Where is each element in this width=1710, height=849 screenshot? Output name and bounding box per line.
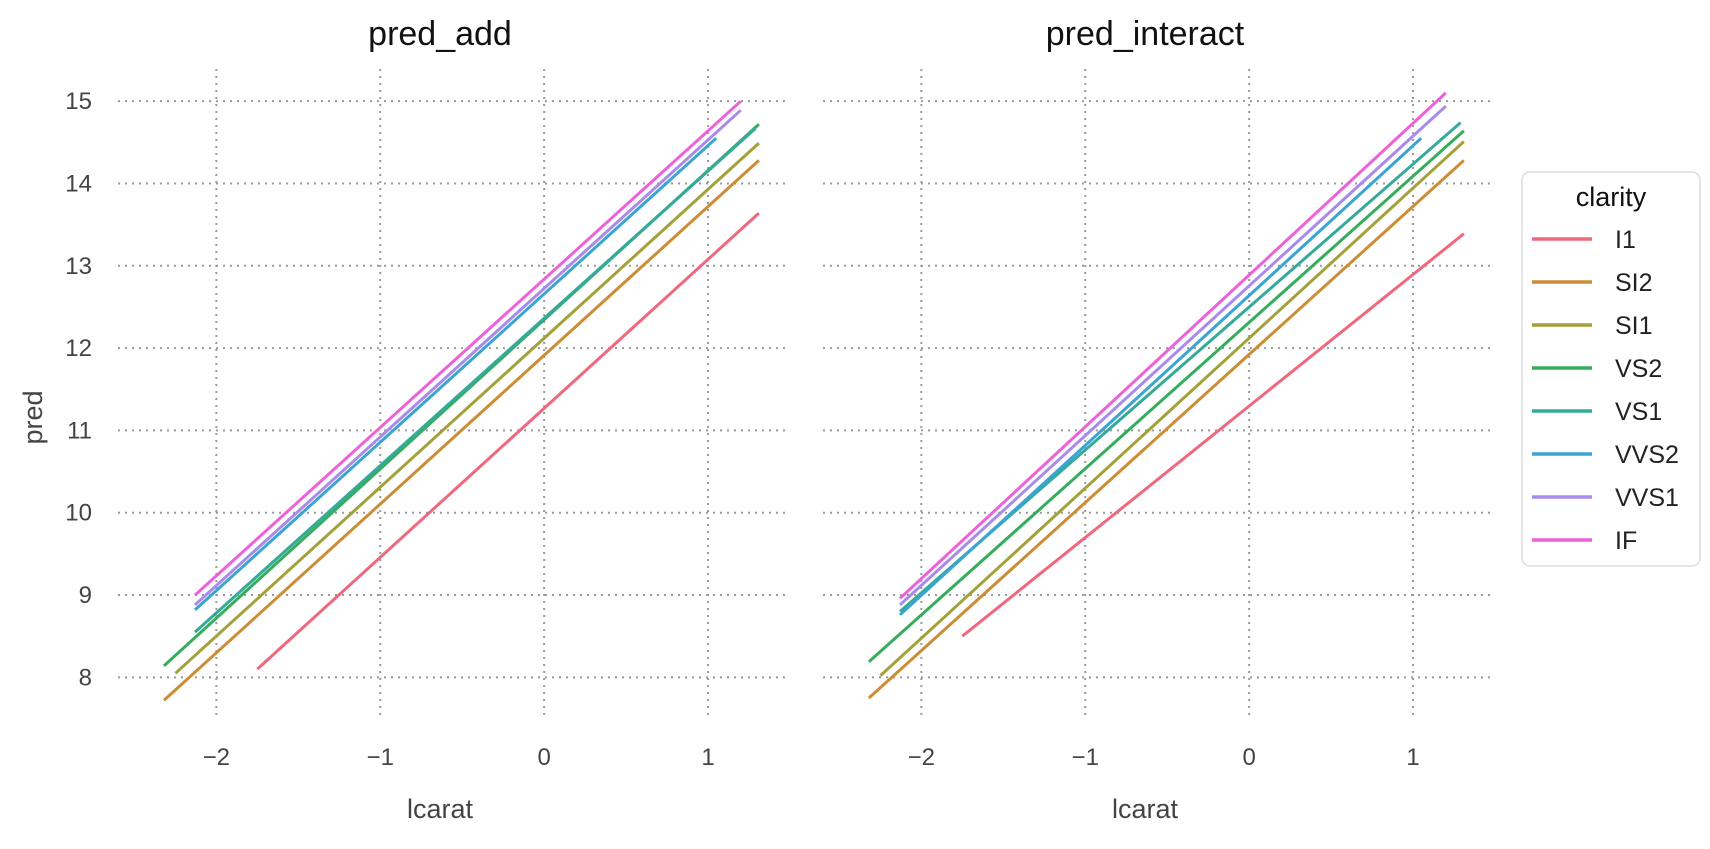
- x-tick-label: −1: [367, 744, 394, 771]
- series-line-vs2: [867, 129, 1465, 663]
- legend-title: clarity: [1576, 182, 1647, 212]
- series-line-i1: [961, 232, 1465, 638]
- x-tick-label: −1: [1072, 744, 1099, 771]
- series-line-vvs1: [193, 109, 742, 607]
- series-line-i1: [256, 211, 760, 671]
- panels: −2 −1 0 189101112131415pred_addlcaratpred−2…: [18, 15, 1495, 824]
- y-tick-label: 8: [79, 664, 92, 691]
- y-tick-label: 14: [65, 170, 92, 197]
- x-tick-label: 0: [537, 744, 550, 771]
- x-tick-label: 1: [701, 744, 714, 771]
- panel-title: pred_interact: [1046, 15, 1245, 53]
- y-tick-label: 13: [65, 253, 92, 280]
- series-line-si2: [867, 159, 1465, 700]
- legend-label-i1: I1: [1615, 226, 1636, 254]
- series-line-vvs2: [193, 137, 718, 612]
- x-axis-label: lcarat: [407, 794, 474, 824]
- y-tick-label: 10: [65, 500, 92, 527]
- legend-label-si2: SI2: [1615, 269, 1653, 297]
- series-line-si2: [162, 159, 760, 702]
- legend-label-si1: SI1: [1615, 312, 1653, 340]
- y-tick-label: 9: [79, 582, 92, 609]
- y-axis-label: pred: [18, 390, 48, 444]
- legend-label-vvs1: VVS1: [1615, 484, 1679, 512]
- y-tick-label: 12: [65, 335, 92, 362]
- x-tick-label: 0: [1242, 744, 1255, 771]
- legend: clarity I1 SI2 SI1 VS2 VS1 VVS2 VVS1 IF: [1521, 171, 1701, 567]
- series-line-si1: [174, 141, 760, 675]
- legend-label-vvs2: VVS2: [1615, 441, 1679, 469]
- series-line-if: [193, 100, 742, 597]
- x-tick-label: −2: [908, 744, 935, 771]
- x-tick-label: 1: [1406, 744, 1419, 771]
- x-tick-label: −2: [203, 744, 230, 771]
- panel-title: pred_add: [368, 15, 512, 53]
- legend-label-vs1: VS1: [1615, 398, 1662, 426]
- x-axis-label: lcarat: [1112, 794, 1179, 824]
- legend-label-vs2: VS2: [1615, 355, 1662, 383]
- series-line-vs1: [193, 127, 757, 634]
- series-line-vvs2: [898, 137, 1423, 616]
- series-line-si1: [879, 140, 1465, 677]
- y-tick-label: 11: [67, 417, 92, 444]
- legend-label-if: IF: [1615, 527, 1637, 555]
- y-tick-label: 15: [65, 88, 92, 115]
- series-line-if: [898, 91, 1447, 600]
- series-line-vvs1: [898, 104, 1447, 607]
- legend-box: [1521, 171, 1701, 567]
